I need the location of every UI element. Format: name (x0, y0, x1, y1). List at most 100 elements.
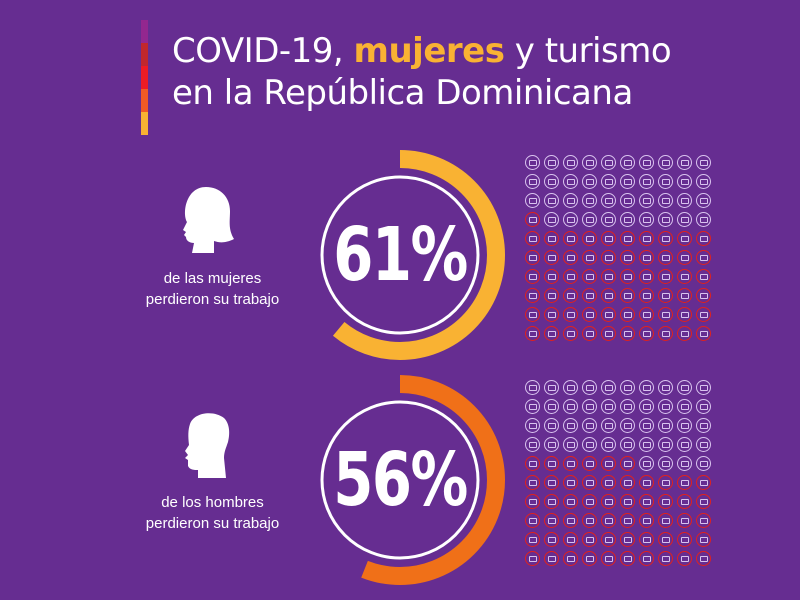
waffle-cell-kept-job (677, 456, 692, 471)
waffle-cell-lost-job (563, 250, 578, 265)
waffle-cell-lost-job (601, 231, 616, 246)
waffle-cell-lost-job (601, 513, 616, 528)
waffle-cell-kept-job (658, 193, 673, 208)
waffle-cell-lost-job (639, 513, 654, 528)
title-bar-segment (141, 89, 148, 112)
waffle-cell-kept-job (658, 380, 673, 395)
waffle-cell-lost-job (658, 551, 673, 566)
inner-circle (320, 175, 480, 335)
title-text: y turismo (504, 31, 672, 71)
waffle-cell-kept-job (696, 155, 711, 170)
waffle-cell-lost-job (601, 288, 616, 303)
waffle-cell-lost-job (582, 307, 597, 322)
waffle-cell-kept-job (620, 437, 635, 452)
waffle-cell-lost-job (677, 532, 692, 547)
waffle-cell-lost-job (563, 513, 578, 528)
waffle-cell-lost-job (696, 494, 711, 509)
waffle-cell-kept-job (639, 155, 654, 170)
waffle-cell-lost-job (601, 307, 616, 322)
waffle-cell-kept-job (563, 380, 578, 395)
waffle-cell-kept-job (544, 437, 559, 452)
waffle-cell-kept-job (620, 155, 635, 170)
waffle-cell-kept-job (639, 212, 654, 227)
waffle-cell-lost-job (620, 551, 635, 566)
waffle-cell-lost-job (639, 326, 654, 341)
waffle-cell-kept-job (658, 437, 673, 452)
waffle-cell-lost-job (677, 307, 692, 322)
waffle-cell-lost-job (525, 532, 540, 547)
man-head-silhouette-icon (185, 413, 230, 478)
waffle-cell-lost-job (639, 231, 654, 246)
waffle-cell-lost-job (658, 532, 673, 547)
waffle-cell-lost-job (525, 513, 540, 528)
waffle-cell-kept-job (677, 174, 692, 189)
waffle-cell-kept-job (563, 193, 578, 208)
waffle-cell-lost-job (563, 551, 578, 566)
title-highlight: mujeres (353, 31, 505, 71)
waffle-cell-kept-job (563, 399, 578, 414)
waffle-cell-kept-job (525, 380, 540, 395)
title-line-2: en la República Dominicana (172, 73, 633, 113)
waffle-cell-lost-job (544, 456, 559, 471)
title-bar-segment (141, 43, 148, 66)
waffle-cell-lost-job (677, 269, 692, 284)
waffle-cell-lost-job (563, 456, 578, 471)
waffle-cell-lost-job (544, 250, 559, 265)
waffle-cell-lost-job (601, 250, 616, 265)
waffle-cell-kept-job (582, 155, 597, 170)
waffle-cell-kept-job (601, 212, 616, 227)
waffle-cell-lost-job (677, 326, 692, 341)
waffle-cell-lost-job (525, 212, 540, 227)
waffle-cell-lost-job (601, 494, 616, 509)
waffle-cell-kept-job (677, 212, 692, 227)
waffle-cell-kept-job (620, 418, 635, 433)
waffle-cell-lost-job (544, 513, 559, 528)
waffle-cell-kept-job (677, 418, 692, 433)
waffle-cell-lost-job (582, 513, 597, 528)
waffle-cell-lost-job (525, 456, 540, 471)
waffle-cell-lost-job (696, 513, 711, 528)
waffle-cell-kept-job (696, 456, 711, 471)
waffle-cell-lost-job (582, 532, 597, 547)
waffle-cell-lost-job (525, 494, 540, 509)
waffle-cell-kept-job (658, 456, 673, 471)
waffle-cell-lost-job (658, 494, 673, 509)
waffle-cell-lost-job (563, 532, 578, 547)
waffle-cell-lost-job (601, 456, 616, 471)
waffle-cell-lost-job (620, 288, 635, 303)
waffle-cell-kept-job (601, 155, 616, 170)
waffle-cell-lost-job (601, 551, 616, 566)
waffle-cell-kept-job (639, 399, 654, 414)
waffle-cell-lost-job (544, 288, 559, 303)
waffle-cell-lost-job (563, 326, 578, 341)
women-percent-ring: 61% (290, 145, 510, 365)
waffle-cell-kept-job (658, 399, 673, 414)
waffle-cell-lost-job (563, 307, 578, 322)
waffle-cell-lost-job (677, 288, 692, 303)
waffle-cell-lost-job (563, 475, 578, 490)
waffle-cell-lost-job (658, 269, 673, 284)
waffle-cell-lost-job (696, 532, 711, 547)
waffle-cell-kept-job (620, 380, 635, 395)
waffle-cell-lost-job (601, 269, 616, 284)
waffle-cell-lost-job (677, 551, 692, 566)
waffle-cell-kept-job (677, 399, 692, 414)
title-text: COVID-19, (172, 31, 354, 71)
men-percent: 56% (333, 437, 468, 523)
waffle-cell-lost-job (620, 456, 635, 471)
waffle-cell-lost-job (582, 288, 597, 303)
men-caption: de los hombres perdieron su trabajo (120, 492, 305, 534)
waffle-cell-lost-job (658, 513, 673, 528)
waffle-cell-lost-job (544, 231, 559, 246)
waffle-cell-lost-job (525, 250, 540, 265)
ring-svg (295, 150, 505, 360)
waffle-cell-kept-job (658, 212, 673, 227)
waffle-cell-lost-job (696, 475, 711, 490)
woman-head-silhouette-icon (183, 187, 234, 253)
waffle-cell-kept-job (620, 174, 635, 189)
waffle-cell-kept-job (544, 174, 559, 189)
waffle-cell-kept-job (582, 399, 597, 414)
waffle-cell-kept-job (639, 380, 654, 395)
waffle-cell-lost-job (639, 532, 654, 547)
waffle-cell-lost-job (525, 231, 540, 246)
